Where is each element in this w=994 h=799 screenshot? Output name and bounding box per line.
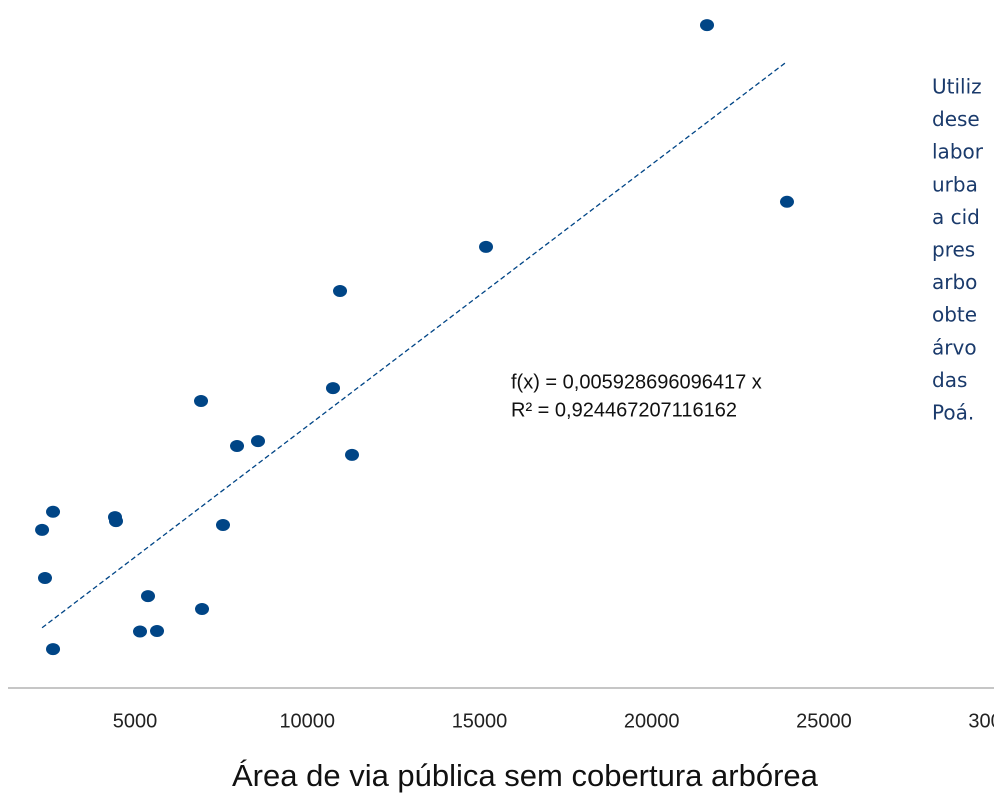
side-text: Poá. xyxy=(932,401,974,425)
side-text: arbo xyxy=(932,270,977,294)
point xyxy=(333,285,348,298)
side-text: pres xyxy=(932,238,975,262)
point xyxy=(250,435,265,448)
point xyxy=(230,440,245,453)
point xyxy=(195,602,210,615)
point xyxy=(37,572,52,585)
side-text: dese xyxy=(932,107,980,131)
side-text: árvo xyxy=(932,335,977,359)
side-text: a cid xyxy=(932,205,980,229)
point xyxy=(108,515,123,528)
point xyxy=(46,505,61,518)
point xyxy=(345,448,360,461)
x-tick-label: 5000 xyxy=(113,710,158,732)
point xyxy=(779,195,794,208)
x-axis-label: Área de via pública sem cobertura arbóre… xyxy=(232,758,819,793)
side-text: labor xyxy=(932,140,984,164)
point xyxy=(133,625,148,638)
point xyxy=(700,19,715,32)
point xyxy=(215,519,230,532)
point xyxy=(35,523,50,536)
x-tick-label: 10000 xyxy=(279,710,335,732)
point xyxy=(325,382,340,395)
point xyxy=(479,240,494,253)
annotation: R² = 0,924467207116162 xyxy=(511,399,737,421)
point xyxy=(150,625,165,638)
side-text: das xyxy=(932,368,967,392)
point xyxy=(46,643,61,656)
point xyxy=(141,590,156,603)
x-tick-label: 25000 xyxy=(796,710,852,732)
x-tick-label: 30000 xyxy=(968,710,994,732)
side-text: urba xyxy=(932,172,978,196)
side-text: obte xyxy=(932,303,977,327)
x-tick-label: 15000 xyxy=(452,710,508,732)
point xyxy=(194,394,209,407)
x-tick-label: 20000 xyxy=(624,710,680,732)
trend-line xyxy=(41,61,788,629)
annotation: f(x) = 0,005928696096417 x xyxy=(511,371,762,393)
side-text: Utiliz xyxy=(932,75,982,99)
